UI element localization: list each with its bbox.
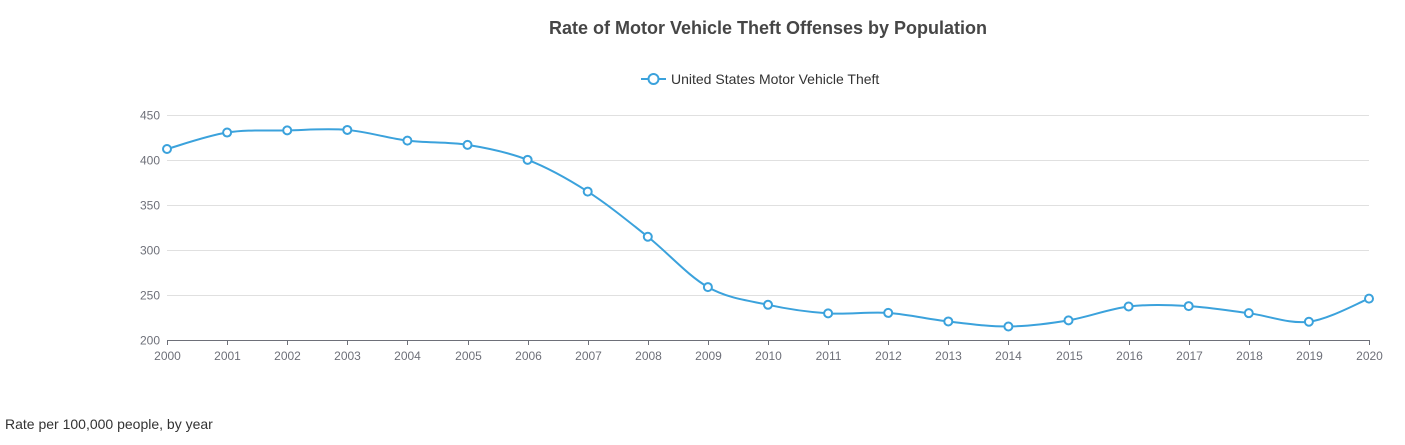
data-point[interactable] xyxy=(1303,316,1314,327)
data-point[interactable] xyxy=(1003,321,1014,332)
data-point[interactable] xyxy=(642,231,653,242)
data-point[interactable] xyxy=(462,139,473,150)
data-point[interactable] xyxy=(1183,301,1194,312)
x-tick-label: 2009 xyxy=(695,349,722,363)
x-tick-label: 2008 xyxy=(635,349,662,363)
y-tick-label: 450 xyxy=(140,109,160,123)
x-axis: 2000 2001 2002 2003 2004 2005 2006 2007 2008 2009… xyxy=(154,340,1383,363)
data-point[interactable] xyxy=(402,135,413,146)
x-tick-label: 2017 xyxy=(1176,349,1203,363)
data-point[interactable] xyxy=(162,144,172,155)
x-tick-label: 2005 xyxy=(455,349,482,363)
data-point[interactable] xyxy=(883,307,894,318)
series-line xyxy=(166,128,1370,328)
data-point[interactable] xyxy=(823,308,834,319)
x-tick-label: 2006 xyxy=(515,349,542,363)
data-point[interactable] xyxy=(582,186,593,197)
x-tick-label: 2010 xyxy=(755,349,782,363)
y-tick-label: 400 xyxy=(140,154,160,168)
data-points[interactable] xyxy=(162,124,1374,332)
y-tick-label: 350 xyxy=(140,199,160,213)
data-point[interactable] xyxy=(1063,315,1074,326)
x-tick-label: 2003 xyxy=(334,349,361,363)
legend-marker-icon xyxy=(647,73,660,85)
x-tick-label: 2001 xyxy=(214,349,241,363)
data-point[interactable] xyxy=(342,124,353,135)
y-tick-label: 200 xyxy=(140,334,160,348)
x-tick-label: 2013 xyxy=(935,349,962,363)
footnote: Rate per 100,000 people, by year xyxy=(5,416,213,432)
data-point[interactable] xyxy=(1123,301,1134,312)
x-tick-label: 2000 xyxy=(154,349,181,363)
x-tick-label: 2014 xyxy=(995,349,1022,363)
y-tick-label: 300 xyxy=(140,244,160,258)
data-point[interactable] xyxy=(282,125,293,136)
x-tick-label: 2019 xyxy=(1296,349,1323,363)
data-point[interactable] xyxy=(522,154,533,165)
grid-lines xyxy=(167,115,1369,296)
x-tick-label: 2002 xyxy=(274,349,301,363)
legend[interactable]: United States Motor Vehicle Theft xyxy=(641,71,879,87)
data-point[interactable] xyxy=(943,316,954,327)
x-tick-label: 2015 xyxy=(1056,349,1083,363)
series-line-path xyxy=(166,128,1370,328)
x-tick-label: 2007 xyxy=(575,349,602,363)
data-point[interactable] xyxy=(222,127,233,138)
data-point[interactable] xyxy=(1243,308,1254,319)
y-axis: 200 250 300 350 400 450 xyxy=(140,109,160,348)
legend-label: United States Motor Vehicle Theft xyxy=(671,71,879,87)
data-point[interactable] xyxy=(763,299,773,310)
x-tick-label: 2020 xyxy=(1356,349,1383,363)
x-tick-label: 2011 xyxy=(816,349,842,363)
y-tick-label: 250 xyxy=(140,289,160,303)
x-tick-label: 2004 xyxy=(394,349,421,363)
x-tick-label: 2012 xyxy=(875,349,902,363)
line-chart: Rate of Motor Vehicle Theft Offenses by … xyxy=(140,18,1383,363)
chart-title: Rate of Motor Vehicle Theft Offenses by … xyxy=(549,18,987,38)
x-tick-label: 2016 xyxy=(1116,349,1143,363)
data-point[interactable] xyxy=(1364,293,1374,304)
x-tick-label: 2018 xyxy=(1236,349,1263,363)
data-point[interactable] xyxy=(702,282,713,293)
